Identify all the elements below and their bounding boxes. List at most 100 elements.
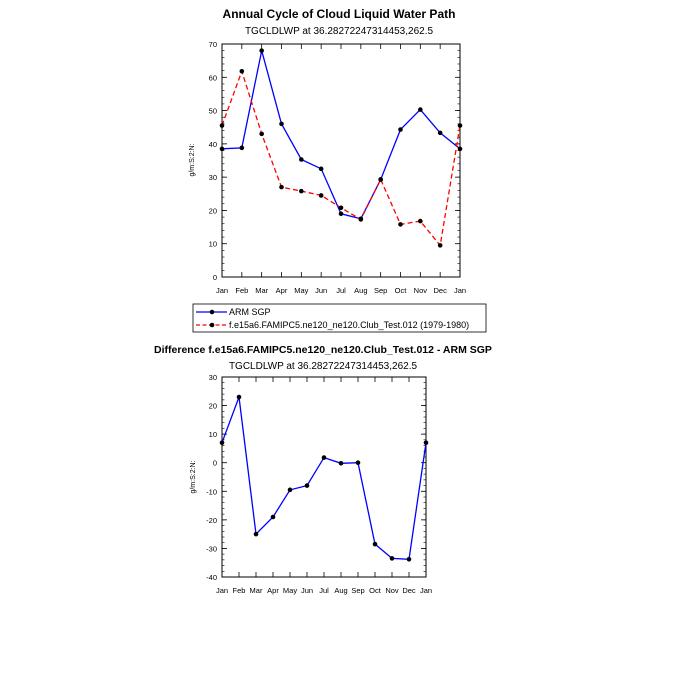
- x-tick-label: Jan: [216, 286, 228, 295]
- chart-title: Annual Cycle of Cloud Liquid Water Path: [223, 7, 456, 21]
- y-axis-label: g/m:S:2:N:: [190, 460, 197, 493]
- y-tick-label: 30: [209, 173, 217, 182]
- x-tick-label: Apr: [267, 586, 279, 595]
- series-0-point: [304, 483, 310, 488]
- x-tick-label: Oct: [395, 286, 408, 295]
- x-tick-label: Sep: [351, 586, 364, 595]
- series-line-1: [221, 69, 461, 247]
- series-0-point: [338, 460, 344, 466]
- y-axis-label: g/m:S:2:N:: [189, 143, 196, 176]
- x-tick-label: Jan: [420, 586, 432, 595]
- series-1-point: [239, 68, 245, 74]
- difference-chart: Difference f.e15a6.FAMIPC5.ne120_ne120.C…: [154, 344, 492, 595]
- y-tick-label: -20: [206, 516, 217, 525]
- series-1-point: [437, 243, 443, 248]
- series-line-0: [221, 396, 427, 560]
- legend-marker-arm: [209, 309, 215, 315]
- series-0-point: [259, 48, 264, 53]
- x-tick-label: Oct: [369, 586, 382, 595]
- series-0-point: [437, 130, 443, 136]
- series-1-point: [318, 193, 324, 198]
- series-1-point: [398, 222, 403, 227]
- legend: ARM SGP f.e15a6.FAMIPC5.ne120_ne120.Club…: [192, 303, 487, 333]
- series-1-point: [358, 217, 364, 222]
- y-tick-label: 0: [213, 273, 217, 282]
- x-tick-label: Jul: [336, 286, 346, 295]
- series-line-0: [221, 50, 461, 220]
- y-tick-label: 60: [209, 73, 217, 82]
- series-0-point: [236, 394, 242, 400]
- series-0-point: [321, 455, 327, 460]
- series-0-point: [423, 440, 429, 446]
- series-0-point: [372, 541, 378, 547]
- series-0-point: [418, 107, 423, 112]
- chart-title: Difference f.e15a6.FAMIPC5.ne120_ne120.C…: [154, 344, 492, 356]
- y-tick-label: 10: [209, 430, 217, 439]
- chart-subtitle: TGCLDLWP at 36.28272247314453,262.5: [229, 361, 418, 372]
- x-tick-label: Nov: [414, 286, 428, 295]
- plot-axes: Jan Feb Mar Apr May Jun Jul Aug Sep Oct Nov Dec Jan -…: [206, 373, 432, 595]
- x-tick-label: Jun: [315, 286, 327, 295]
- series-1-point: [338, 205, 344, 211]
- series-0-point: [219, 440, 225, 446]
- series-1-point: [219, 123, 225, 128]
- series-0-point: [253, 531, 259, 537]
- series-0-point: [398, 127, 403, 132]
- series-0-point: [355, 460, 361, 466]
- series-0-point: [279, 121, 284, 127]
- x-tick-label: Dec: [402, 586, 416, 595]
- legend-label-model: f.e15a6.FAMIPC5.ne120_ne120.Club_Test.01…: [229, 320, 469, 330]
- series-0-point: [389, 556, 395, 561]
- series-1-point: [418, 218, 423, 224]
- series-1-point: [299, 188, 304, 194]
- x-tick-label: Jan: [216, 586, 228, 595]
- plot-frame: [221, 43, 461, 278]
- x-tick-label: Nov: [385, 586, 399, 595]
- x-tick-label: Mar: [250, 586, 263, 595]
- y-tick-label: -40: [206, 573, 217, 582]
- series-0-point: [299, 157, 304, 162]
- x-tick-label: Feb: [235, 286, 248, 295]
- x-tick-label: May: [283, 586, 297, 595]
- x-tick-label: Jun: [301, 586, 313, 595]
- x-tick-label: Aug: [334, 586, 347, 595]
- plot-lines: [219, 394, 429, 562]
- series-1-point: [457, 123, 463, 128]
- y-tick-label: 70: [209, 40, 217, 49]
- x-tick-label: Jan: [454, 286, 466, 295]
- series-1-point: [279, 184, 284, 190]
- x-tick-label: May: [294, 286, 308, 295]
- plot-frame: [221, 376, 427, 578]
- y-tick-label: 30: [209, 373, 217, 382]
- x-tick-label: Mar: [255, 286, 268, 295]
- legend-marker-model: [209, 322, 215, 328]
- plot-axes: Jan Feb Mar Apr May Jun Jul Aug Sep Oct Nov Dec Jan 0…: [209, 40, 466, 295]
- x-tick-label: Dec: [433, 286, 447, 295]
- legend-label-arm: ARM SGP: [229, 307, 271, 317]
- y-tick-label: -30: [206, 544, 217, 553]
- y-tick-label: 50: [209, 107, 217, 116]
- y-tick-label: 20: [209, 402, 217, 411]
- series-0-point: [239, 145, 245, 151]
- x-tick-label: Apr: [276, 286, 288, 295]
- y-tick-label: 0: [213, 459, 217, 468]
- x-tick-label: Jul: [319, 586, 329, 595]
- series-0-point: [338, 211, 344, 217]
- series-0-point: [287, 487, 293, 493]
- series-0-point: [270, 514, 276, 520]
- series-1-point: [259, 131, 264, 137]
- plot-lines: [219, 48, 463, 248]
- x-tick-label: Feb: [233, 586, 246, 595]
- y-tick-label: -10: [206, 487, 217, 496]
- y-tick-label: 10: [209, 240, 217, 249]
- x-tick-label: Aug: [354, 286, 367, 295]
- chart-subtitle: TGCLDLWP at 36.28272247314453,262.5: [245, 26, 434, 37]
- annual-cycle-chart: Annual Cycle of Cloud Liquid Water Path …: [189, 7, 466, 295]
- series-0-point: [406, 556, 412, 562]
- series-1-point: [378, 177, 383, 182]
- series-0-point: [457, 146, 463, 152]
- series-0-point: [318, 166, 324, 172]
- x-tick-label: Sep: [374, 286, 387, 295]
- legend-box: [192, 303, 487, 333]
